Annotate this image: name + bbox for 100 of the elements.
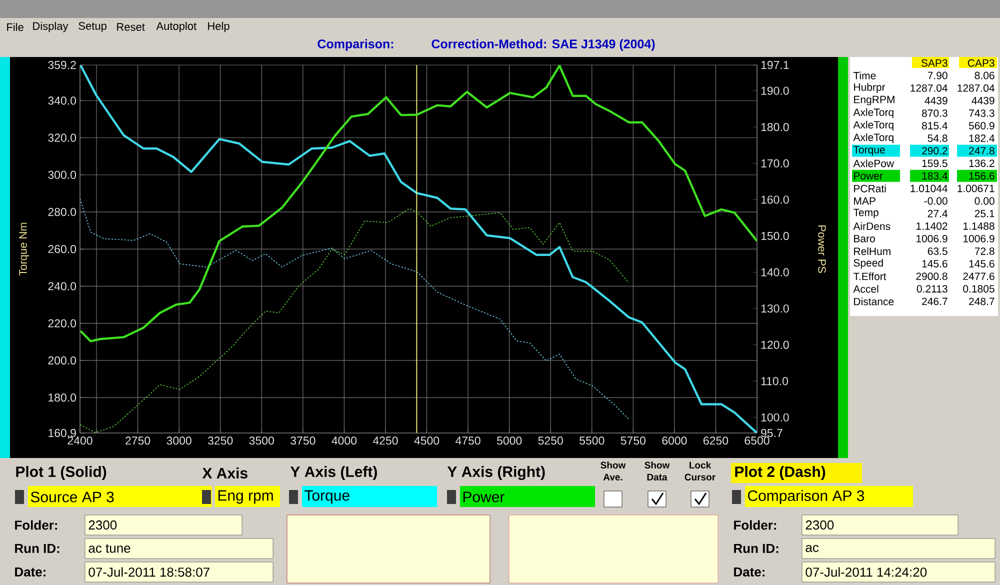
text: 2300 <box>806 520 834 530</box>
text: Speed <box>854 258 883 269</box>
text: -0.00 <box>924 197 948 205</box>
text: 1.00671 <box>958 184 994 192</box>
text: 2300 <box>88 520 117 530</box>
text: 2477.6 <box>963 272 994 280</box>
text: Plot 1 (Solid) <box>16 466 106 480</box>
text: Date: <box>734 567 764 577</box>
text: 743.3 <box>969 109 994 117</box>
y-tick-label: 300.0 <box>48 170 76 179</box>
text: SAP3 <box>921 59 948 67</box>
text: 1006.9 <box>916 234 948 242</box>
text: Torque <box>304 490 350 504</box>
y2-tick-label: 160.0 <box>761 196 789 204</box>
text: 1.01044 <box>910 184 948 192</box>
y-tick-label: 320.0 <box>48 134 76 142</box>
text: 4439 <box>924 96 948 104</box>
text: Lock Cursor <box>684 462 716 480</box>
text: Hubrpr <box>854 83 886 93</box>
y-tick-label: 200.0 <box>48 356 76 365</box>
text: X Axis <box>202 467 248 479</box>
text: RelHum <box>854 247 890 256</box>
source-note: Source AP 3 <box>30 492 114 502</box>
text: 0.00 <box>974 197 994 205</box>
text: CAP3 <box>968 59 994 67</box>
text: 1006.9 <box>963 234 994 242</box>
y2-tick-label: 140.0 <box>761 268 789 276</box>
text: 0.2113 <box>916 285 948 293</box>
text: 159.5 <box>922 160 948 168</box>
text: Show Ave. <box>600 462 626 480</box>
x-tick-label: 6000 <box>662 436 687 445</box>
text: Power <box>854 172 883 180</box>
x-tick-label: 5750 <box>620 436 646 445</box>
y2-tick-label: 110.0 <box>761 377 788 386</box>
y2-tick-label: 120.0 <box>761 340 789 349</box>
text: MAP <box>854 197 876 205</box>
text: Display <box>33 22 68 32</box>
text: 2900.8 <box>916 272 948 280</box>
y2-axis-title: Power PS <box>818 225 826 273</box>
text: 07-Jul-2011 18:58:07 <box>88 567 210 577</box>
text: T.Effort <box>853 272 886 280</box>
text: Eng rpm <box>218 490 273 504</box>
line-series <box>80 65 758 434</box>
text: Setup <box>78 22 106 32</box>
text: 247.8 <box>969 147 994 155</box>
line-series <box>80 65 758 342</box>
y2-tick-label: 95.7 <box>761 428 782 438</box>
text: 136.2 <box>969 160 994 168</box>
chart-title: Comparison: <box>318 39 394 51</box>
y-tick-label: 220.0 <box>48 319 76 328</box>
text: 25.1 <box>974 210 994 218</box>
text: Y Axis (Left) <box>290 466 377 480</box>
text: 145.6 <box>969 260 994 268</box>
text: 63.5 <box>928 247 948 255</box>
x-tick-label: 2400 <box>68 436 92 445</box>
text: Show Data <box>644 462 670 480</box>
y2-tick-label: 130.0 <box>761 304 789 313</box>
y-tick-label: 240.0 <box>48 282 76 290</box>
text: 1287.04 <box>958 84 994 92</box>
text: 145.6 <box>922 260 948 268</box>
text: Date: <box>15 567 46 577</box>
y-tick-label: 359.2 <box>48 60 76 70</box>
x-tick-label: 4000 <box>332 436 357 445</box>
text: 8.06 <box>974 72 994 80</box>
x-tick-label: 3750 <box>290 436 316 445</box>
text: Run ID: <box>734 544 778 554</box>
text: Time <box>853 72 876 80</box>
text: ac tune <box>88 544 130 553</box>
y-tick-label: 340.0 <box>48 96 76 105</box>
text: 7.90 <box>928 72 948 80</box>
x-tick-label: 4500 <box>414 436 440 445</box>
text: 0.1805 <box>963 285 994 293</box>
text: AxlePow <box>853 159 894 168</box>
text: EngRPM <box>854 96 894 106</box>
x-tick-label: 3000 <box>166 436 192 445</box>
y2-tick-label: 100.0 <box>761 413 789 422</box>
x-tick-label: 6250 <box>704 436 728 445</box>
x-tick-label: 5250 <box>538 436 563 445</box>
text: File <box>7 22 24 32</box>
text: Folder: <box>734 520 776 530</box>
text: 815.4 <box>922 122 948 130</box>
text: 1.1488 <box>963 222 994 230</box>
text: Power <box>463 492 504 502</box>
text: Baro <box>854 234 875 242</box>
text: ac <box>806 544 819 552</box>
text: 4439 <box>972 96 994 104</box>
text: Accel <box>853 285 878 293</box>
text: AxleTorq <box>853 133 894 144</box>
x-tick-label: 5000 <box>496 436 522 445</box>
text: Plot 2 (Dash) <box>735 466 826 480</box>
text: Help <box>208 22 230 32</box>
text: AirDens <box>853 222 890 230</box>
text: Y Axis (Right) <box>447 466 545 480</box>
text: 27.4 <box>928 210 948 218</box>
y2-tick-label: 180.0 <box>761 122 789 132</box>
y-axis-title: Torque Nm <box>19 222 30 276</box>
text: Run ID: <box>15 544 60 554</box>
x-tick-label: 3250 <box>208 436 233 445</box>
x-tick-label: 4250 <box>372 436 398 445</box>
x-tick-label: 3500 <box>249 436 274 445</box>
